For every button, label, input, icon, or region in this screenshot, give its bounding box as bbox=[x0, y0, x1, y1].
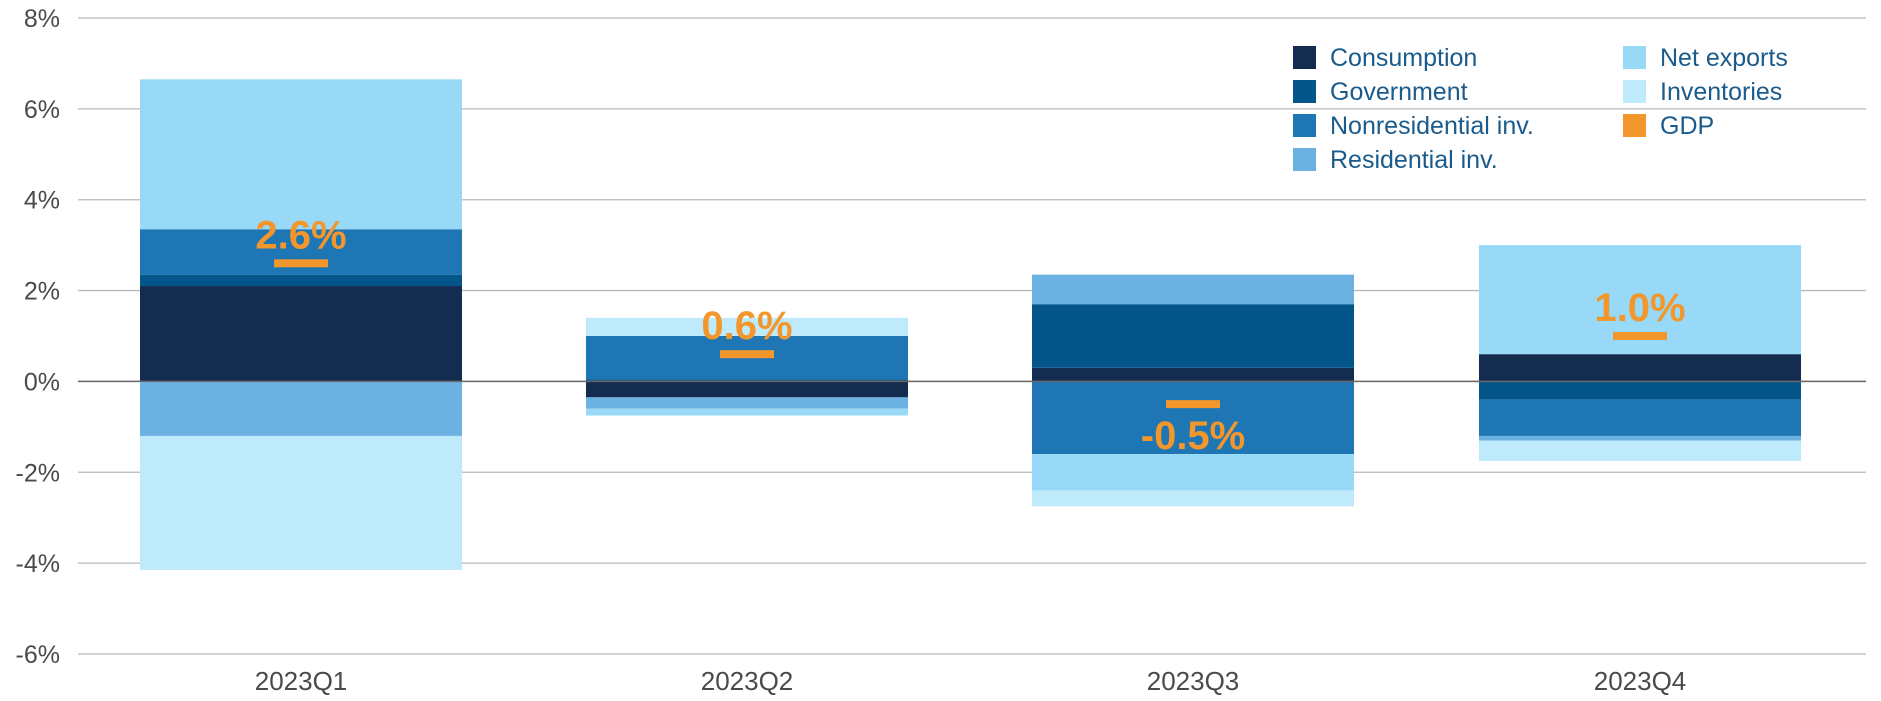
x-category-label: 2023Q4 bbox=[1594, 666, 1687, 696]
bar-segment bbox=[1032, 304, 1354, 368]
bar-segment bbox=[1032, 367, 1354, 382]
gdp-marker bbox=[720, 350, 774, 359]
bar-segment bbox=[1479, 381, 1801, 400]
x-category-label: 2023Q3 bbox=[1147, 666, 1240, 696]
legend: Consumption Government Nonresidential inv.… bbox=[1293, 44, 1788, 174]
legend-swatch bbox=[1623, 80, 1646, 103]
y-tick-label: -2% bbox=[16, 459, 60, 487]
legend-label: GDP bbox=[1660, 112, 1714, 140]
bar-segment bbox=[586, 397, 908, 409]
gdp-value-label: 0.6% bbox=[701, 304, 792, 348]
x-category-label: 2023Q2 bbox=[701, 666, 794, 696]
bar-segment bbox=[1479, 354, 1801, 382]
bar-segment bbox=[1032, 381, 1354, 455]
bar-segment bbox=[1479, 435, 1801, 441]
y-tick-label: 4% bbox=[24, 187, 60, 215]
y-tick-label: 8% bbox=[24, 5, 60, 33]
gdp-value-label: 2.6% bbox=[255, 213, 346, 257]
bar-segment bbox=[1479, 440, 1801, 461]
legend-swatch bbox=[1623, 114, 1646, 137]
gdp-markers: 2.6% 0.6% -0.5% 1.0% bbox=[255, 213, 1685, 458]
bar-segment bbox=[586, 317, 908, 336]
legend-label: Net exports bbox=[1660, 44, 1788, 72]
y-tick-label: 6% bbox=[24, 96, 60, 124]
legend-swatch bbox=[1293, 114, 1316, 137]
bar-segment bbox=[140, 286, 462, 382]
bar-segment bbox=[140, 79, 462, 230]
y-tick-label: 2% bbox=[24, 278, 60, 306]
gdp-marker bbox=[1166, 400, 1220, 409]
bar-segment bbox=[1032, 274, 1354, 305]
bar-segment bbox=[586, 381, 908, 398]
legend-label: Government bbox=[1330, 78, 1468, 106]
legend-label: Nonresidential inv. bbox=[1330, 112, 1534, 140]
legend-label: Consumption bbox=[1330, 44, 1477, 72]
gdp-marker bbox=[1613, 332, 1667, 340]
y-tick-label: 0% bbox=[24, 368, 60, 396]
bar-segment bbox=[1032, 454, 1354, 491]
legend-swatch bbox=[1623, 46, 1646, 69]
bar-segment bbox=[140, 274, 462, 287]
y-tick-label: -4% bbox=[16, 550, 60, 578]
legend-swatch bbox=[1293, 46, 1316, 69]
bar-segment bbox=[140, 435, 462, 570]
bar-segment bbox=[1479, 399, 1801, 436]
x-axis-categories: 2023Q1 2023Q2 2023Q3 2023Q4 bbox=[255, 666, 1687, 696]
legend-swatch bbox=[1293, 80, 1316, 103]
y-tick-label: -6% bbox=[16, 641, 60, 669]
gdp-value-label: 1.0% bbox=[1594, 286, 1685, 330]
legend-label: Residential inv. bbox=[1330, 146, 1498, 174]
gdp-value-label: -0.5% bbox=[1141, 414, 1246, 458]
y-axis-ticks: -6% -4% -2% 0% 2% 4% 6% 8% bbox=[16, 5, 60, 669]
gdp-marker bbox=[274, 259, 328, 268]
x-category-label: 2023Q1 bbox=[255, 666, 348, 696]
bar-segment bbox=[586, 408, 908, 416]
legend-swatch bbox=[1293, 148, 1316, 171]
bar-segment bbox=[1032, 490, 1354, 507]
bar-segment bbox=[586, 379, 908, 382]
bar-segment bbox=[140, 381, 462, 436]
legend-label: Inventories bbox=[1660, 78, 1782, 106]
bars bbox=[140, 79, 1801, 570]
